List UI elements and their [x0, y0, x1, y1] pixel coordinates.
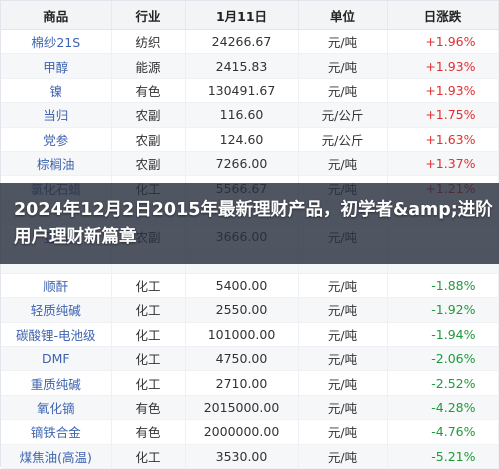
daily-change-cell: +1.93% — [387, 53, 499, 79]
table-row[interactable]: 棉纱21S 纺织 24266.67 元/吨 +1.96% — [1, 29, 499, 55]
daily-change-cell: -2.06% — [387, 346, 499, 372]
commodity-name-link[interactable]: 氧化镝 — [1, 395, 112, 421]
daily-change-cell: -5.21% — [387, 444, 499, 469]
unit-cell: 元/吨 — [298, 444, 388, 469]
daily-change-cell: +1.37% — [387, 151, 499, 177]
column-header-commodity[interactable]: 商品 — [1, 1, 112, 30]
column-header-price-date[interactable]: 1月11日 — [185, 1, 299, 30]
commodity-name-link[interactable]: 顺酐 — [1, 273, 112, 299]
table-row[interactable]: 氧化镝 有色 2015000.00 元/吨 -4.28% — [1, 395, 499, 421]
daily-change-cell: +1.63% — [387, 127, 499, 152]
sector-cell: 有色 — [111, 395, 186, 421]
unit-cell: 元/吨 — [298, 53, 388, 79]
commodity-name-link[interactable]: 碳酸锂-电池级 — [1, 322, 112, 348]
price-cell: 2710.00 — [185, 370, 299, 396]
commodity-name-link[interactable]: 镍 — [1, 78, 112, 104]
table-row[interactable]: 当归 农副 116.60 元/公斤 +1.75% — [1, 102, 499, 128]
table-row[interactable]: DMF 化工 4750.00 元/吨 -2.06% — [1, 346, 499, 372]
daily-change-cell: -4.28% — [387, 395, 499, 421]
commodity-name-link[interactable]: 党参 — [1, 127, 112, 152]
table-row[interactable]: 棕榈油 农副 7266.00 元/吨 +1.37% — [1, 151, 499, 177]
price-cell: 2000000.00 — [185, 419, 299, 445]
commodity-name-link[interactable]: 棕榈油 — [1, 151, 112, 177]
sector-cell: 有色 — [111, 78, 186, 104]
overlay-article-title: 2024年12月2日2015年最新理财产品，初学者&amp;进阶用户理财新篇章 — [14, 200, 493, 247]
sector-cell: 化工 — [111, 273, 186, 299]
table-row[interactable]: 镍有色 130491.67 元/吨 +1.93% — [1, 78, 499, 104]
sector-cell: 农副 — [111, 127, 186, 152]
commodity-name-link[interactable]: 镝铁合金 — [1, 419, 112, 445]
commodity-name-link[interactable]: 轻质纯碱 — [1, 297, 112, 323]
price-cell: 7266.00 — [185, 151, 299, 177]
daily-change-cell: +1.96% — [387, 29, 499, 55]
table-header: 商品 行业 1月11日 单位 日涨跌 — [1, 1, 499, 30]
unit-cell: 元/吨 — [298, 370, 388, 396]
unit-cell: 元/公斤 — [298, 102, 388, 128]
price-cell: 124.60 — [185, 127, 299, 152]
price-cell: 2550.00 — [185, 297, 299, 323]
daily-change-cell: +1.93% — [387, 78, 499, 104]
commodity-name-link[interactable]: DMF — [1, 346, 112, 372]
table-row[interactable]: 煤焦油(高温) 化工 3530.00 元/吨 -5.21% — [1, 444, 499, 469]
unit-cell: 元/吨 — [298, 151, 388, 177]
unit-cell: 元/吨 — [298, 78, 388, 104]
sector-cell: 化工 — [111, 297, 186, 323]
sector-cell: 化工 — [111, 322, 186, 348]
table-row[interactable]: 碳酸锂-电池级 化工 101000.00 元/吨 -1.94% — [1, 322, 499, 348]
daily-change-cell: -1.88% — [387, 273, 499, 299]
column-header-sector[interactable]: 行业 — [111, 1, 186, 30]
daily-change-cell: +1.75% — [387, 102, 499, 128]
price-cell: 24266.67 — [185, 29, 299, 55]
sector-cell: 化工 — [111, 346, 186, 372]
sector-cell: 农副 — [111, 102, 186, 128]
daily-change-cell: -2.52% — [387, 370, 499, 396]
unit-cell: 元/吨 — [298, 322, 388, 348]
table-header-row: 商品 行业 1月11日 单位 日涨跌 — [1, 1, 499, 30]
unit-cell: 元/吨 — [298, 395, 388, 421]
daily-change-cell: -4.76% — [387, 419, 499, 445]
price-cell: 3530.00 — [185, 444, 299, 469]
price-cell: 4750.00 — [185, 346, 299, 372]
sector-cell: 纺织 — [111, 29, 186, 55]
commodity-name-link[interactable]: 棉纱21S — [1, 29, 112, 55]
price-cell: 130491.67 — [185, 78, 299, 104]
unit-cell: 元/吨 — [298, 273, 388, 299]
commodity-name-link[interactable]: 甲醇 — [1, 53, 112, 79]
sector-cell: 化工 — [111, 370, 186, 396]
price-cell: 2015000.00 — [185, 395, 299, 421]
unit-cell: 元/吨 — [298, 419, 388, 445]
sector-cell: 有色 — [111, 419, 186, 445]
unit-cell: 元/吨 — [298, 346, 388, 372]
table-row[interactable]: 顺酐 化工 5400.00 元/吨 -1.88% — [1, 273, 499, 299]
price-cell: 116.60 — [185, 102, 299, 128]
commodity-name-link[interactable]: 重质纯碱 — [1, 370, 112, 396]
table-row[interactable]: 重质纯碱 化工 2710.00 元/吨 -2.52% — [1, 370, 499, 396]
table-row[interactable]: 镝铁合金 有色 2000000.00 元/吨 -4.76% — [1, 419, 499, 445]
commodity-name-link[interactable]: 煤焦油(高温) — [1, 444, 112, 469]
sector-cell: 农副 — [111, 151, 186, 177]
unit-cell: 元/公斤 — [298, 127, 388, 152]
commodity-name-link[interactable]: 当归 — [1, 102, 112, 128]
column-header-daily-change[interactable]: 日涨跌 — [387, 1, 499, 30]
price-cell: 2415.83 — [185, 53, 299, 79]
price-cell: 101000.00 — [185, 322, 299, 348]
table-row[interactable]: 党参 农副 124.60 元/公斤 +1.63% — [1, 127, 499, 152]
table-row[interactable]: 轻质纯碱 化工 2550.00 元/吨 -1.92% — [1, 297, 499, 323]
title-overlay-banner — [0, 183, 499, 264]
table-row[interactable]: 甲醇 能源 2415.83 元/吨 +1.93% — [1, 53, 499, 79]
daily-change-cell: -1.94% — [387, 322, 499, 348]
sector-cell: 能源 — [111, 53, 186, 79]
column-header-unit[interactable]: 单位 — [298, 1, 388, 30]
price-cell: 5400.00 — [185, 273, 299, 299]
unit-cell: 元/吨 — [298, 29, 388, 55]
sector-cell: 化工 — [111, 444, 186, 469]
unit-cell: 元/吨 — [298, 297, 388, 323]
daily-change-cell: -1.92% — [387, 297, 499, 323]
